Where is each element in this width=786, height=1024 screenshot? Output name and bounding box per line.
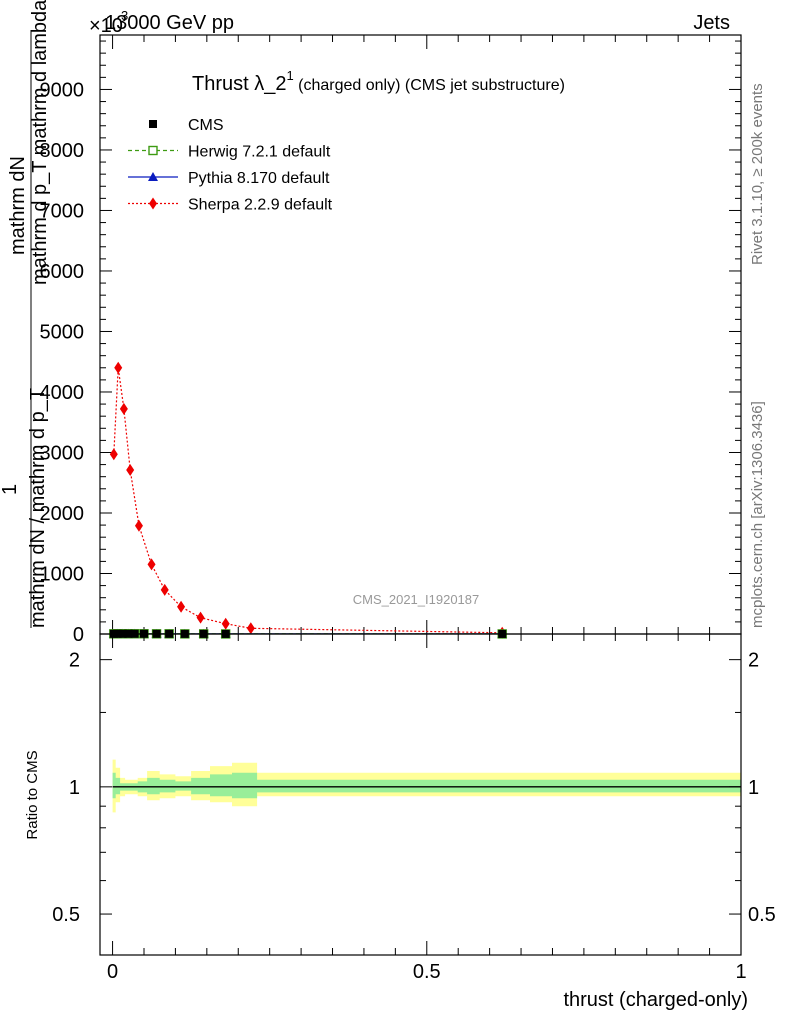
ratio-ytick-label-right: 2 [748,650,759,672]
exponent-value: 3 [121,8,128,23]
legend-marker-cms [149,120,157,128]
ylabel-denominator-1: mathrm d p_T mathrm d lambda [29,0,51,285]
main-ytick-label: 6000 [40,261,85,283]
xtick-label: 0 [107,961,118,983]
legend-label-herwig: Herwig 7.2.1 default [188,144,331,161]
sherpa-point [221,617,230,630]
ratio-ytick-label: 1 [69,777,80,799]
ylabel-bottom-2: mathrm dN / mathrm d p_T [27,388,49,628]
plot-title-sup: 1 [286,68,293,83]
exponent-label: ×10 [89,15,123,37]
main-panel: 0 1000 2000 3000 4000 5000 6000 7000 8000 9000 [40,34,742,646]
legend-label-pythia: Pythia 8.170 default [188,170,330,187]
plot-title: Thrust λ_21 (charged only) (CMS jet subs… [192,68,565,95]
ratio-panel: 0.5 0.5 1 1 2 2 0 0.5 1 [52,633,776,983]
ratio-frame [99,633,742,956]
ratio-band-inner [112,772,742,799]
legend-marker-herwig [148,145,158,156]
main-ytick-label: 3000 [40,442,85,464]
main-ytick-label: 9000 [40,79,85,101]
ratio-ytick-label: 2 [69,650,80,672]
xtick-label: 1 [735,961,746,983]
ratio-ticks: 0.5 0.5 1 1 2 2 0 0.5 1 [52,634,776,983]
legend-label-sherpa: Sherpa 2.2.9 default [188,197,333,214]
legend-label-cms: CMS [188,117,224,134]
ratio-ytick-label-right: 0.5 [748,904,776,926]
sherpa-point [134,519,143,532]
main-ytick-label: 0 [73,624,84,646]
sherpa-point [246,622,255,635]
ratio-ytick-label-right: 1 [748,777,759,799]
mcplots-label: mcplots.cern.ch [arXiv:1306.3436] [749,401,766,628]
legend-marker-sherpa [149,197,157,210]
ylabel-numerator-1: mathrm dN [7,156,29,255]
header-left: 13000 GeV pp [105,12,234,34]
sherpa-point [160,583,169,596]
legend: CMS Herwig 7.2.1 default Pythia 8.170 defa… [128,117,333,214]
main-ytick-label: 4000 [40,382,85,404]
main-ytick-label: 2000 [40,503,85,525]
ylabel-top-2: 1 [0,484,21,495]
main-ylabel: mathrm dN mathrm d p_T mathrm d lambda 1… [0,0,51,628]
header-right: Jets [693,12,730,34]
analysis-watermark: CMS_2021_I1920187 [353,592,480,607]
rivet-label: Rivet 3.1.10, ≥ 200k events [749,83,766,265]
sherpa-point [114,361,123,374]
ratio-bands [112,759,742,813]
sherpa-point [147,558,156,571]
sherpa-point [177,600,186,613]
main-ticks: 0 1000 2000 3000 4000 5000 6000 7000 8000 9000 [40,35,742,646]
main-ytick-label: 1000 [40,563,85,585]
ratio-ytick-label: 0.5 [52,904,80,926]
xlabel: thrust (charged-only) [563,989,748,1011]
sherpa-point [126,464,135,477]
ratio-ylabel: Ratio to CMS [24,750,41,839]
sherpa-point [109,448,118,461]
sherpa-point [196,611,205,624]
main-ytick-label: 8000 [40,140,85,162]
sherpa-point [119,402,128,415]
plot-title-main: Thrust λ_2 [192,73,286,95]
main-ytick-label: 5000 [40,321,85,343]
plot-title-rest: (charged only) (CMS jet substructure) [294,77,565,94]
sherpa-line [113,367,503,634]
main-ytick-label: 7000 [40,200,85,222]
xtick-label: 0.5 [413,961,441,983]
legend-marker-pythia [148,172,158,181]
